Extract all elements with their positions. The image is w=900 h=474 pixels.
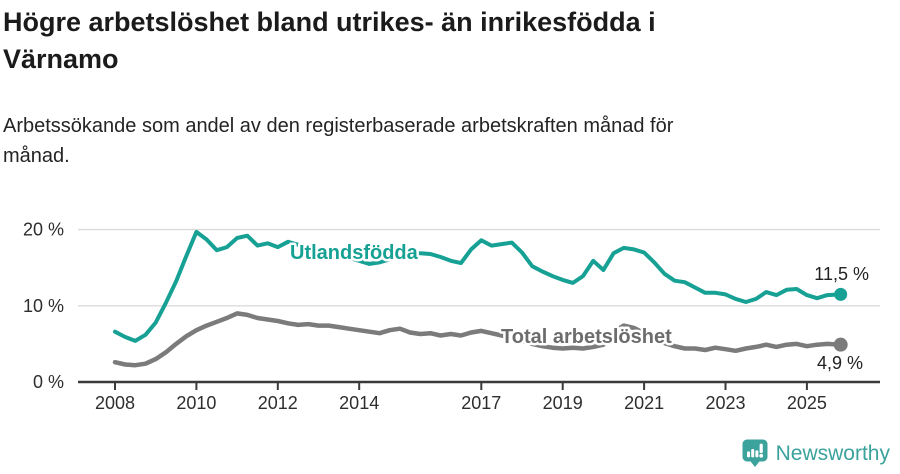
utlandsfodda-line xyxy=(113,229,843,343)
total-arbetsloshet-line xyxy=(112,311,843,368)
title-line-2: Värnamo xyxy=(3,44,119,75)
x-tick-label: 2010 xyxy=(176,393,216,413)
x-tick-label: 2021 xyxy=(624,393,664,413)
y-tick-label: 0 % xyxy=(33,372,64,392)
utlandsfodda-end-value: 11,5 % xyxy=(814,264,869,284)
x-tick-label: 2008 xyxy=(95,393,135,413)
chart-subtitle: Arbetssökande som andel av den registerb… xyxy=(3,111,723,171)
total-arbetsloshet-end-value: 4,9 % xyxy=(817,353,863,373)
x-tick-label: 2012 xyxy=(258,393,298,413)
y-tick-label: 10 % xyxy=(23,296,64,316)
x-tick-label: 2014 xyxy=(339,393,379,413)
page-title: Högre arbetslöshet bland utrikes- än inr… xyxy=(3,4,823,79)
utlandsfodda-end-dot xyxy=(834,287,848,301)
y-tick-label: 20 % xyxy=(23,220,64,240)
brand-name: Newsworthy xyxy=(775,441,890,465)
subtitle-line-1: Arbetssökande som andel av den registerb… xyxy=(3,115,674,137)
total-arbetsloshet-end-dot xyxy=(833,337,848,352)
x-tick-label: 2019 xyxy=(543,393,583,413)
subtitle-line-2: månad. xyxy=(3,145,70,167)
newsworthy-brand-link[interactable]: Newsworthy xyxy=(742,439,890,468)
title-line-1: Högre arbetslöshet bland utrikes- än inr… xyxy=(3,7,656,37)
utlandsfodda-series-label: Utlandsfödda xyxy=(290,242,419,264)
x-tick-label: 2025 xyxy=(787,393,827,413)
x-tick-label: 2017 xyxy=(461,393,501,413)
newsworthy-pin-barchart-icon xyxy=(742,439,768,467)
total-arbetsloshet-series-label: Total arbetslöshet xyxy=(501,326,672,348)
x-tick-label: 2023 xyxy=(705,393,745,413)
